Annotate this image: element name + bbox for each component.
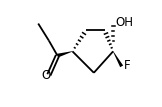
Polygon shape bbox=[57, 51, 73, 57]
Polygon shape bbox=[113, 51, 123, 67]
Text: OH: OH bbox=[115, 16, 133, 29]
Text: O: O bbox=[41, 69, 51, 82]
Text: F: F bbox=[124, 59, 131, 72]
